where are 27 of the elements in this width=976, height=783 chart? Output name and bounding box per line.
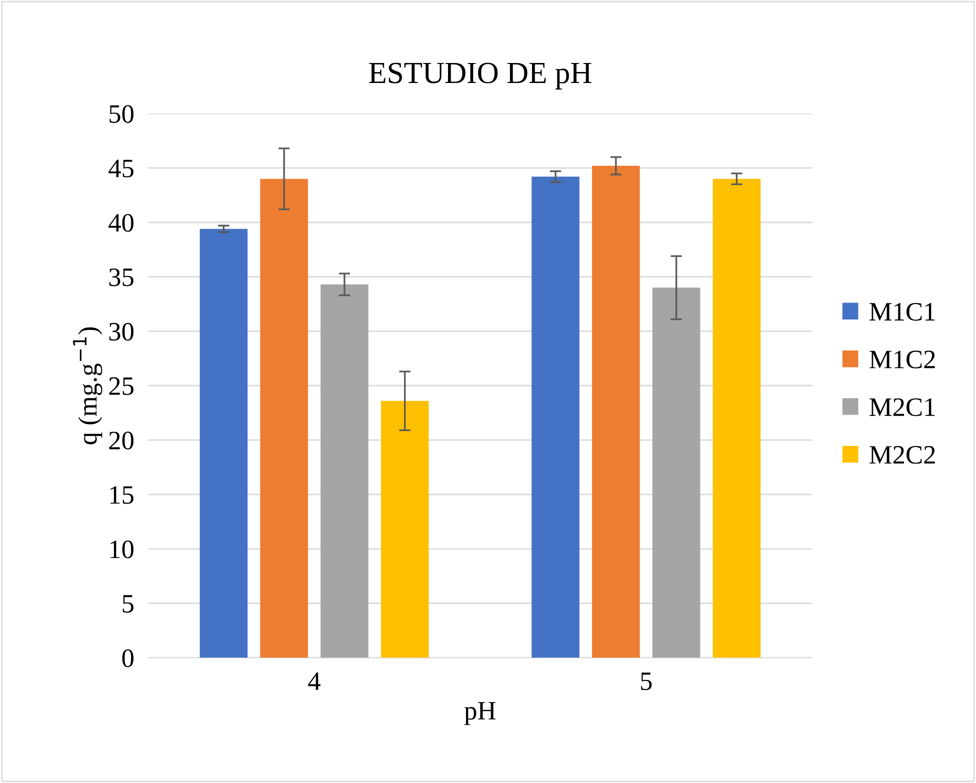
y-tick-label: 50 bbox=[110, 105, 134, 123]
y-tick-label: 0 bbox=[122, 649, 134, 668]
y-tick-label: 40 bbox=[108, 214, 134, 232]
y-tick-label: 30 bbox=[109, 322, 134, 341]
bar bbox=[592, 166, 640, 658]
legend-label: M1C1 bbox=[870, 302, 935, 321]
y-tick-label: 10 bbox=[110, 540, 134, 558]
y-tick-label: 20 bbox=[109, 432, 134, 450]
x-tick-label: 4 bbox=[308, 672, 320, 690]
y-tick-label: 25 bbox=[109, 377, 134, 396]
bar bbox=[320, 284, 368, 658]
y-tick-label: 15 bbox=[110, 486, 134, 504]
legend-label: M2C1 bbox=[870, 398, 935, 416]
legend-label: M2C2 bbox=[870, 446, 935, 464]
y-axis-title: q (mg.g$^{−1}$) bbox=[72, 327, 102, 444]
y-tick-label: 35 bbox=[109, 268, 134, 286]
bar bbox=[652, 288, 700, 658]
legend-label: M1C2 bbox=[870, 350, 935, 368]
x-axis-title: pH bbox=[464, 702, 496, 726]
y-tick-label: 45 bbox=[108, 160, 134, 178]
bar bbox=[200, 228, 248, 658]
y-tick-label: 5 bbox=[122, 595, 134, 613]
bar bbox=[380, 400, 429, 658]
bar bbox=[532, 176, 580, 658]
bar bbox=[712, 178, 761, 658]
chart-title: ESTUDIO DE pH bbox=[369, 62, 592, 90]
bar bbox=[260, 178, 308, 658]
